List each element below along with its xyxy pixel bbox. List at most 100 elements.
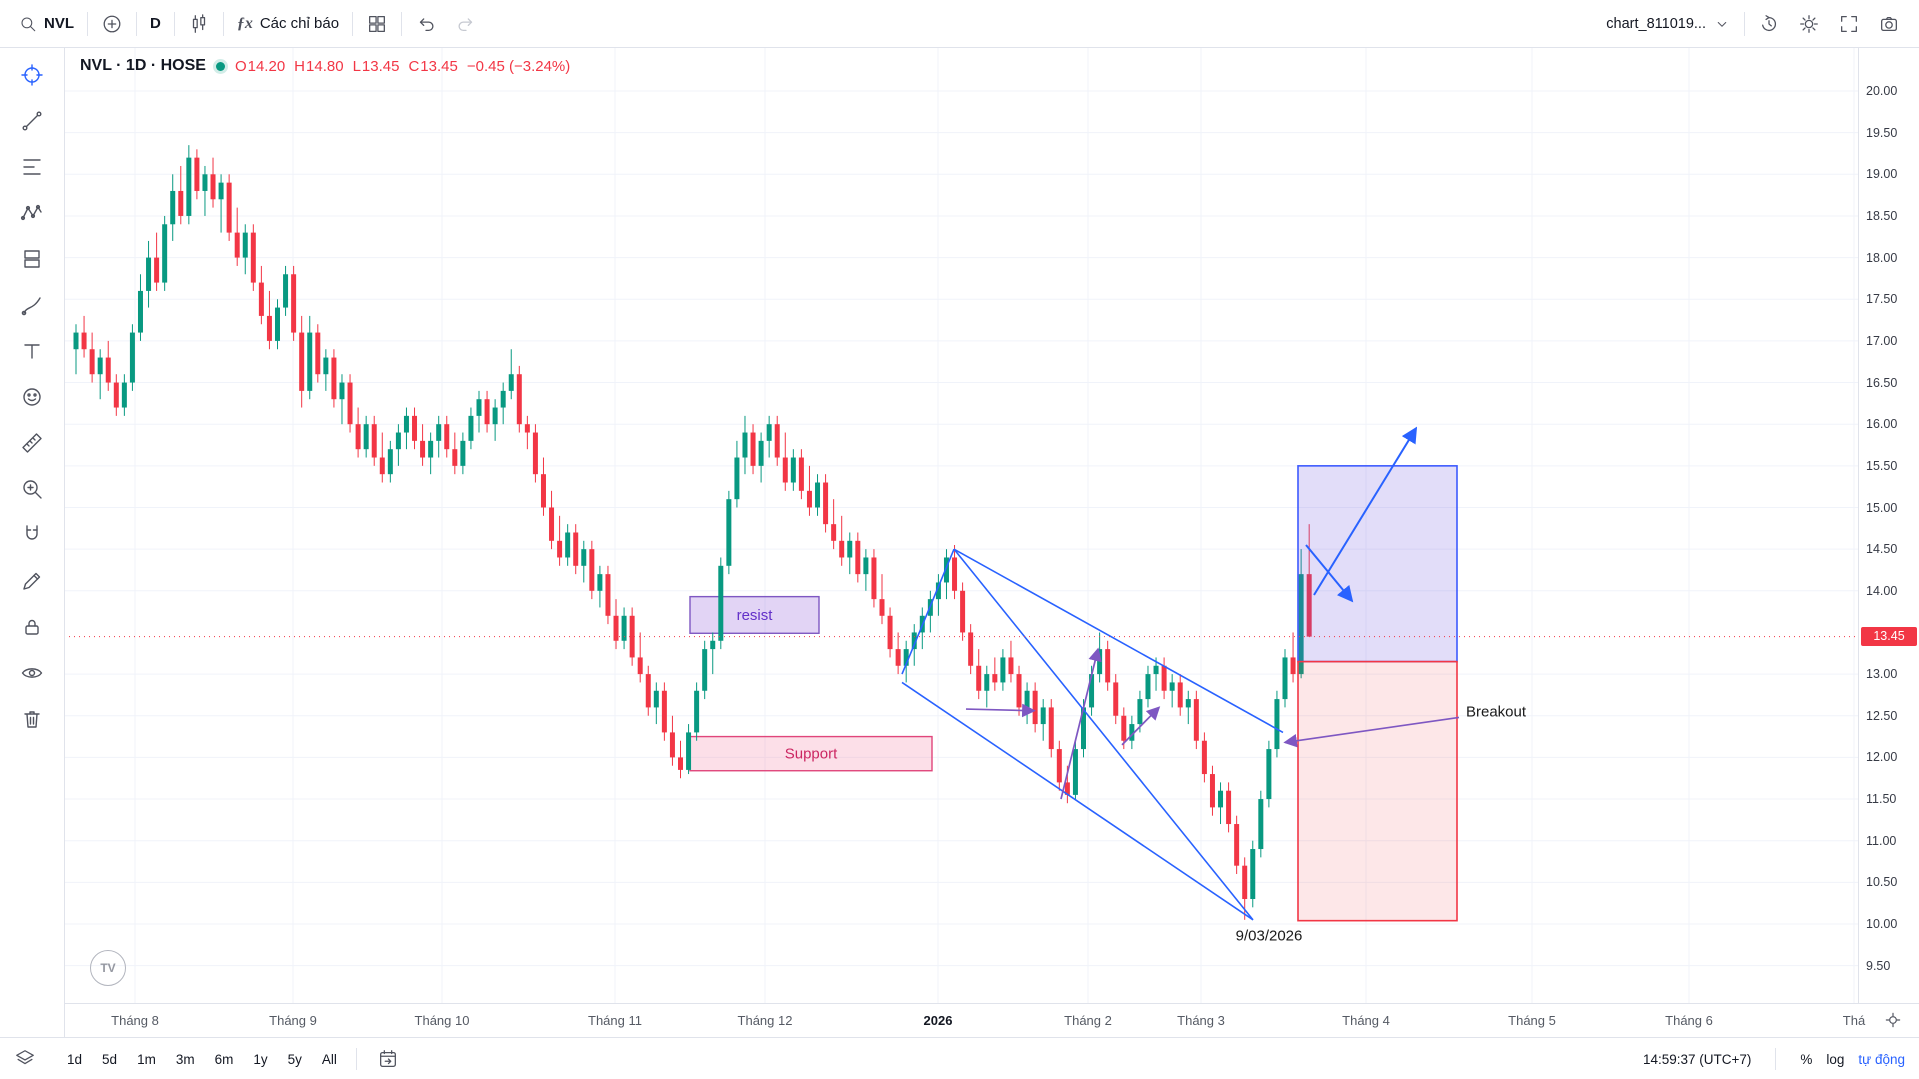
- tool-position-tool[interactable]: [12, 239, 52, 279]
- time-tick: Thá: [1842, 1013, 1866, 1028]
- auto-scale-button[interactable]: tự động: [1858, 1051, 1905, 1067]
- tool-fib-retracement[interactable]: [12, 147, 52, 187]
- price-tick: 19.50: [1866, 125, 1898, 140]
- redo-button[interactable]: [446, 8, 486, 40]
- text-tool-icon: [24, 344, 40, 359]
- range-button-3m[interactable]: 3m: [175, 1051, 195, 1067]
- add-circle-icon: [101, 13, 123, 35]
- redo-icon: [455, 13, 477, 35]
- emoji-icon: [23, 388, 41, 406]
- tool-trash[interactable]: [12, 699, 52, 739]
- price-tick: 12.00: [1866, 750, 1898, 765]
- fx-icon: ƒx: [236, 14, 253, 32]
- tool-text-tool[interactable]: [12, 331, 52, 371]
- fullscreen-button[interactable]: [1829, 8, 1869, 40]
- price-tick: 9.50: [1866, 958, 1891, 973]
- clock-label[interactable]: 14:59:37 (UTC+7): [1642, 1051, 1752, 1067]
- tool-crosshair[interactable]: [12, 55, 52, 95]
- compare-add-symbol-button[interactable]: [92, 8, 132, 40]
- layout-grid-icon: [366, 13, 388, 35]
- tool-lock[interactable]: [12, 607, 52, 647]
- tool-eye[interactable]: [12, 653, 52, 693]
- crosshair-icon: [21, 64, 43, 86]
- tool-brush[interactable]: [12, 285, 52, 325]
- stop-box[interactable]: [1297, 660, 1458, 922]
- interval-label: D: [150, 15, 161, 32]
- layout-grid-button[interactable]: [357, 8, 397, 40]
- layout-name-button[interactable]: chart_811019...: [1597, 10, 1740, 38]
- range-button-1d[interactable]: 1d: [67, 1051, 83, 1067]
- percent-scale-button[interactable]: %: [1800, 1051, 1813, 1067]
- symbol-search-label: NVL: [44, 15, 74, 32]
- ruler-icon: [22, 433, 42, 453]
- brush-icon: [21, 297, 41, 316]
- time-tick: 2026: [923, 1013, 953, 1028]
- indicators-button[interactable]: ƒx Các chỉ báo: [228, 10, 348, 38]
- price-axis[interactable]: 20.00 19.50 19.00 18.50 18.00 17.50 17.00 16.50…: [1858, 47, 1919, 1003]
- range-button-1m[interactable]: 1m: [137, 1051, 156, 1067]
- chart-style-button[interactable]: [179, 8, 219, 40]
- price-tick: 13.00: [1866, 667, 1898, 682]
- price-tick: 20.00: [1866, 84, 1898, 98]
- tool-trend-line[interactable]: [12, 101, 52, 141]
- axis-settings-icon[interactable]: [1883, 1010, 1903, 1030]
- top-toolbar: NVL D ƒx Các chỉ báo: [0, 0, 1919, 48]
- projection-arrows[interactable]: [1305, 426, 1418, 603]
- snapshot-button[interactable]: [1869, 8, 1909, 40]
- tradingview-logo[interactable]: TV: [90, 950, 126, 986]
- time-tick: Tháng 9: [269, 1013, 317, 1028]
- symbol-search-button[interactable]: NVL: [10, 10, 83, 38]
- range-button-5y[interactable]: 5y: [287, 1051, 302, 1067]
- trend-line-icon: [22, 111, 42, 131]
- candles-icon: [188, 13, 210, 35]
- chart-pane: resist Support Breakout 9/03/2026 NVL · 1D …: [64, 47, 1858, 1003]
- go-to-date-button[interactable]: [377, 1048, 399, 1070]
- undo-button[interactable]: [406, 8, 446, 40]
- time-axis[interactable]: Tháng 8 Tháng 9 Tháng 10 Tháng 11 Tháng 12 20…: [64, 1003, 1919, 1038]
- fullscreen-icon: [1838, 13, 1860, 35]
- range-button-1y[interactable]: 1y: [253, 1051, 268, 1067]
- chart-canvas[interactable]: resist Support Breakout 9/03/2026: [64, 47, 1858, 1003]
- date-label[interactable]: 9/03/2026: [1236, 928, 1303, 945]
- zoom-in-icon: [23, 480, 42, 499]
- price-tick: 10.50: [1866, 875, 1898, 890]
- market-status-dot[interactable]: [215, 61, 225, 71]
- range-button-6m[interactable]: 6m: [214, 1051, 234, 1067]
- breakout-label[interactable]: Breakout: [1466, 704, 1527, 721]
- tool-emoji[interactable]: [12, 377, 52, 417]
- eye-icon: [21, 668, 43, 678]
- log-scale-button[interactable]: log: [1826, 1051, 1845, 1067]
- object-tree-button[interactable]: [14, 1048, 36, 1070]
- target-box[interactable]: [1297, 465, 1458, 663]
- price-tick: 18.50: [1866, 208, 1898, 223]
- price-tick: 11.00: [1866, 833, 1897, 848]
- settings-button[interactable]: [1789, 8, 1829, 40]
- interval-button[interactable]: D: [141, 10, 170, 37]
- indicators-label: Các chỉ báo: [259, 15, 340, 32]
- support-zone[interactable]: Support: [689, 735, 933, 772]
- wedge-trend-lines[interactable]: [901, 548, 1284, 921]
- tool-magnet[interactable]: [12, 515, 52, 555]
- bottom-toolbar: 1d 5d 1m 3m 6m 1y 5y All 14:59:37 (UTC+7) % log…: [0, 1037, 1919, 1079]
- toolbar-divider: [352, 11, 354, 36]
- legend-symbol-title[interactable]: NVL · 1D · HOSE: [80, 57, 206, 74]
- position-tool-icon: [24, 250, 40, 268]
- undo-icon: [415, 13, 437, 35]
- last-price-badge: 13.45: [1861, 626, 1917, 646]
- tool-draw-pencil[interactable]: [12, 561, 52, 601]
- annotation-arrows[interactable]: [965, 647, 1460, 800]
- range-button-all[interactable]: All: [321, 1051, 337, 1067]
- draw-pencil-icon: [23, 572, 41, 590]
- tool-zoom-in[interactable]: [12, 469, 52, 509]
- bar-replay-icon: [1758, 13, 1780, 35]
- camera-icon: [1878, 13, 1900, 35]
- resist-zone[interactable]: resist: [689, 595, 820, 634]
- price-tick: 10.00: [1866, 917, 1898, 931]
- tool-ruler[interactable]: [12, 423, 52, 463]
- range-button-5d[interactable]: 5d: [102, 1051, 118, 1067]
- price-tick: 17.00: [1866, 333, 1898, 348]
- bar-replay-button[interactable]: [1749, 8, 1789, 40]
- tool-xabcd-pattern[interactable]: [12, 193, 52, 233]
- price-tick: 11.50: [1866, 792, 1897, 807]
